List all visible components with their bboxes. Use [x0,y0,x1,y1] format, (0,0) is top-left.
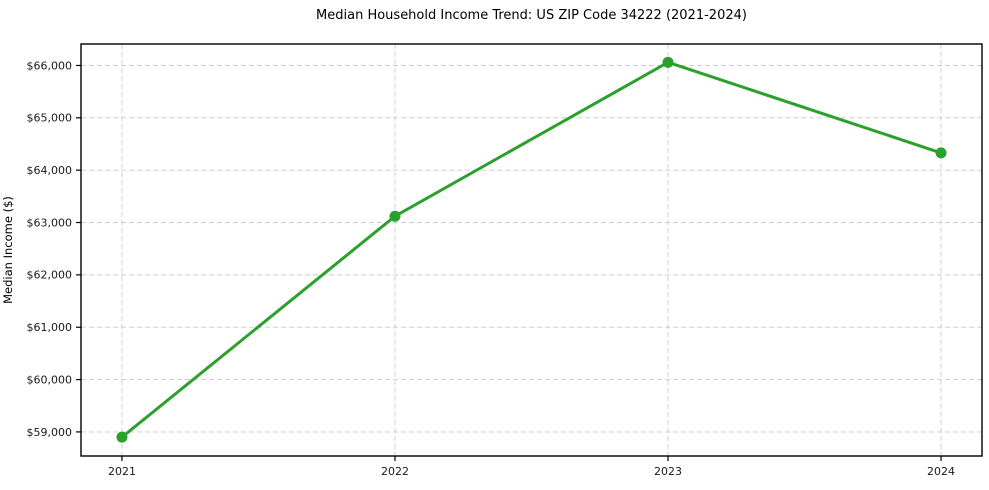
data-point-marker [935,147,947,159]
y-tick-label: $64,000 [27,164,73,177]
y-tick-label: $65,000 [27,112,73,125]
y-tick-label: $61,000 [27,321,73,334]
plot-border [80,43,983,457]
y-tick-label: $63,000 [27,216,73,229]
chart-title: Median Household Income Trend: US ZIP Co… [316,8,747,23]
x-tick-label: 2024 [927,465,955,478]
x-tick-label: 2021 [108,465,136,478]
data-point-marker [662,56,674,68]
x-tick-label: 2022 [381,465,409,478]
data-line [120,60,943,439]
data-point-marker [116,431,128,443]
y-tick-label: $59,000 [27,426,73,439]
y-tick-label: $62,000 [27,269,73,282]
data-point-marker [389,210,401,222]
y-tick-label: $60,000 [27,373,73,386]
x-tick-label: 2023 [654,465,682,478]
y-tick-label: $66,000 [27,59,73,72]
